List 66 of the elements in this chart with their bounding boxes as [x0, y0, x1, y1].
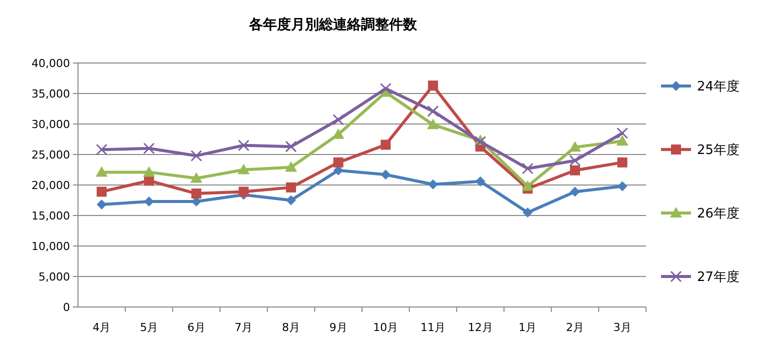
point — [190, 172, 202, 183]
point — [143, 142, 155, 154]
point — [333, 157, 344, 168]
point — [569, 154, 581, 166]
legend-label: 27年度 — [697, 269, 740, 286]
legend-label: 26年度 — [697, 206, 740, 222]
point — [616, 127, 628, 139]
point — [617, 157, 628, 168]
y-tick-label: 40,000 — [32, 56, 70, 70]
point — [428, 179, 438, 190]
x-tick-label: 6月 — [187, 321, 206, 334]
point — [238, 186, 249, 197]
point — [286, 195, 296, 206]
point — [286, 182, 296, 192]
point — [285, 140, 297, 152]
x-tick-label: 3月 — [613, 321, 632, 334]
point — [380, 140, 391, 150]
point — [285, 161, 297, 172]
y-tick-label: 35,000 — [32, 87, 70, 100]
point — [522, 180, 534, 191]
y-tick-label: 10,000 — [32, 240, 70, 253]
x-tick-label: 9月 — [329, 321, 348, 334]
point — [570, 186, 580, 197]
y-tick-label: 20,000 — [32, 178, 70, 192]
point — [428, 80, 438, 91]
point — [427, 118, 439, 130]
legend-label: 24年度 — [697, 78, 740, 95]
point — [143, 166, 155, 177]
x-tick-label: 11月 — [420, 321, 446, 334]
point — [96, 144, 108, 156]
point — [191, 188, 202, 199]
x-tick-label: 12月 — [468, 321, 493, 334]
x-tick-label: 7月 — [234, 321, 253, 334]
point — [474, 136, 486, 148]
point — [332, 114, 344, 126]
x-tick-label: 4月 — [92, 321, 111, 334]
x-tick-label: 10月 — [373, 321, 398, 334]
x-tick-label: 5月 — [140, 321, 158, 334]
point — [522, 162, 534, 174]
x-tick-label: 1月 — [518, 321, 537, 334]
y-tick-label: 30,000 — [32, 118, 70, 131]
y-tick-label: 0 — [63, 300, 70, 314]
point — [380, 82, 392, 94]
point — [96, 186, 107, 197]
x-tick-label: 8月 — [282, 321, 300, 334]
y-tick-label: 5,000 — [38, 270, 70, 284]
legend-label: 25年度 — [697, 142, 740, 158]
point — [144, 176, 154, 186]
point — [522, 207, 533, 218]
y-tick-label: 15,000 — [32, 209, 70, 222]
chart-title: 各年度月別総連絡調整件数 — [248, 16, 418, 33]
y-tick-label: 25,000 — [32, 148, 70, 162]
point — [238, 164, 250, 174]
point — [238, 140, 250, 152]
point — [616, 135, 628, 146]
point — [569, 141, 581, 152]
point — [427, 105, 439, 117]
point — [190, 150, 202, 162]
x-tick-label: 2月 — [566, 321, 584, 334]
point — [617, 181, 628, 192]
point — [380, 170, 391, 180]
point — [96, 166, 108, 177]
point — [570, 165, 580, 176]
point — [144, 196, 154, 206]
point — [475, 176, 486, 186]
point — [96, 200, 107, 210]
